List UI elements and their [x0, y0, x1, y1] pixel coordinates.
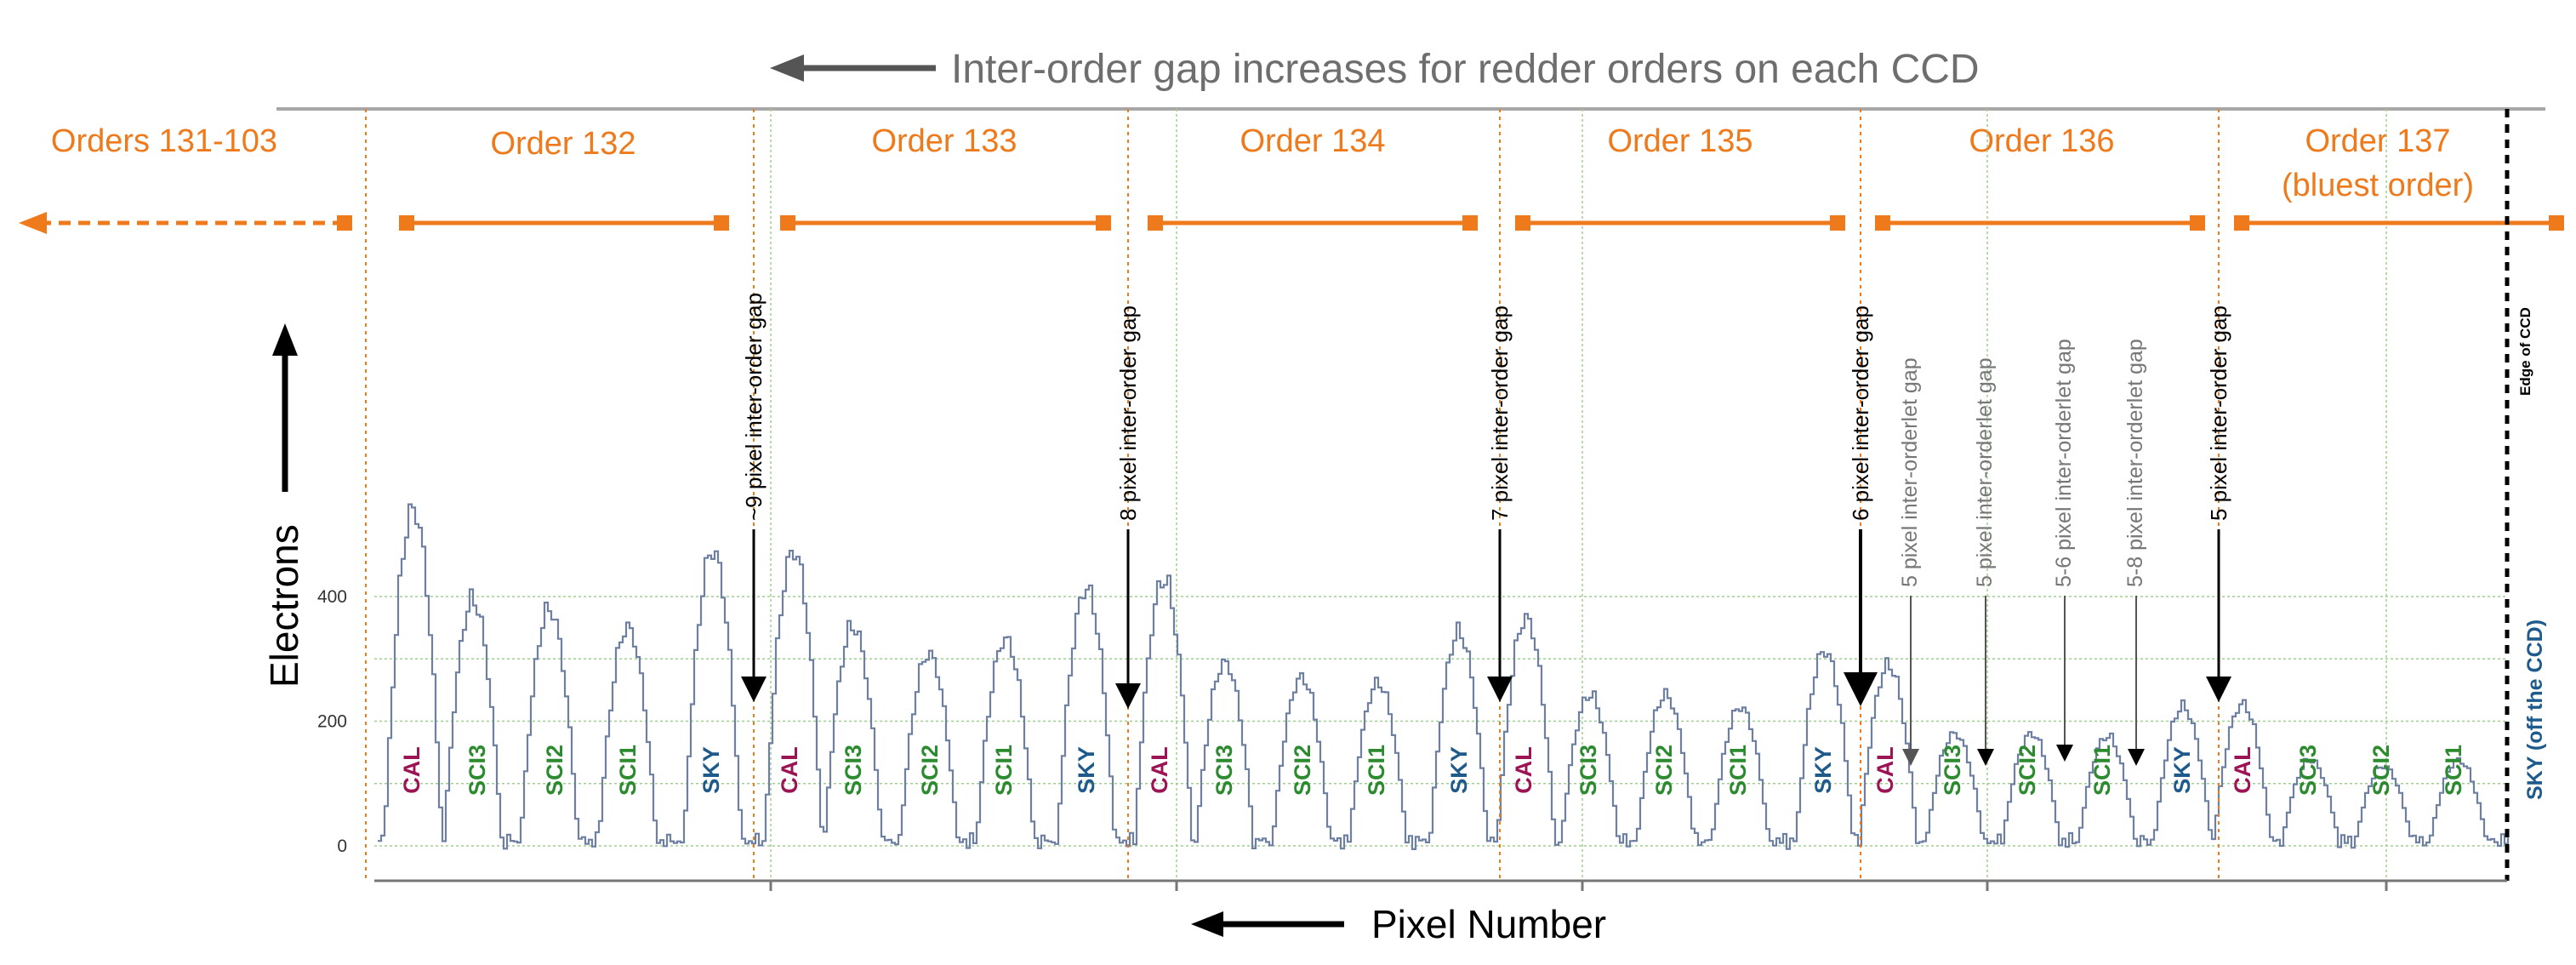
gap-label: ~9 pixel inter-order gap — [741, 293, 767, 521]
order-bar-134 — [1148, 215, 1478, 231]
y-axis-arrow-icon — [272, 323, 298, 492]
orderlet-gap-label: 5 pixel inter-orderlet gap — [1898, 357, 1922, 587]
vertical-gridlines — [770, 109, 2387, 881]
orderlet-gap-4: 5-8 pixel inter-orderlet gap — [2123, 339, 2147, 766]
order-boundaries — [365, 109, 2220, 881]
fiber-label-sci3: SCI3 — [2295, 745, 2321, 796]
orderlet-gap-2: 5 pixel inter-orderlet gap — [1973, 357, 1997, 766]
gap-134-135: 7 pixel inter-order gap — [1487, 305, 1513, 702]
gap-135-136: 6 pixel inter-order gap — [1844, 305, 1878, 706]
fiber-label-sci2: SCI2 — [1651, 745, 1677, 796]
order-bar-132 — [399, 215, 729, 231]
chart-title: Inter-order gap increases for redder ord… — [951, 47, 1980, 92]
gap-label: 6 pixel inter-order gap — [1848, 305, 1873, 521]
fiber-label-cal: CAL — [1147, 746, 1172, 794]
order-label-134: Order 134 — [1240, 123, 1385, 159]
order-label-137-sub: (bluest order) — [2282, 168, 2474, 203]
fiber-label-sci2: SCI2 — [542, 745, 567, 796]
fiber-label-sci1: SCI1 — [991, 745, 1017, 796]
x-axis-ticks — [769, 881, 2388, 891]
order-label-137: Order 137 — [2305, 123, 2450, 159]
fiber-label-sci1: SCI1 — [2441, 745, 2466, 796]
orderlet-gap-label: 5-8 pixel inter-orderlet gap — [2123, 339, 2147, 587]
fiber-label-sci3: SCI3 — [1940, 745, 1965, 796]
fiber-label-sci2: SCI2 — [917, 745, 943, 796]
fiber-label-sky: SKY — [698, 746, 724, 794]
order-label-135: Order 135 — [1607, 123, 1752, 159]
orderlet-gap-label: 5-6 pixel inter-orderlet gap — [2052, 339, 2076, 587]
gap-label: 7 pixel inter-order gap — [1487, 305, 1513, 521]
gap-annotations: ~9 pixel inter-order gap 8 pixel inter-o… — [741, 293, 2231, 766]
title-arrow-icon — [770, 54, 936, 82]
fiber-label-sky: SKY — [2169, 746, 2195, 794]
spectrum-trace — [378, 503, 2510, 850]
fiber-label-cal: CAL — [1872, 746, 1898, 794]
fiber-label-cal: CAL — [2230, 746, 2255, 794]
fiber-label-sci1: SCI1 — [2089, 745, 2115, 796]
order-label-133: Order 133 — [871, 123, 1017, 159]
fiber-label-sci2: SCI2 — [2015, 745, 2040, 796]
gap-133-134: 8 pixel inter-order gap — [1115, 305, 1141, 709]
y-tick-label: 400 — [317, 587, 347, 607]
sky-off-ccd-label: SKY (off the CCD) — [2523, 620, 2547, 800]
ccd-edge-label: Edge of CCD — [2517, 307, 2533, 396]
y-axis-label: Electrons — [262, 524, 306, 688]
fiber-label-sci1: SCI1 — [1364, 745, 1389, 796]
orderlet-gap-3: 5-6 pixel inter-orderlet gap — [2052, 339, 2076, 762]
horizontal-gridlines — [374, 596, 2507, 847]
fiber-label-sci1: SCI1 — [1725, 745, 1751, 796]
order-label-136: Order 136 — [1969, 123, 2114, 159]
fiber-label-sci2: SCI2 — [2368, 745, 2394, 796]
fiber-labels: CAL SCI3 SCI2 SCI1 SKY CAL SCI3 SCI2 SCI1 SKY CAL S… — [399, 745, 2466, 796]
fiber-label-cal: CAL — [1511, 746, 1536, 794]
order-label-131-103: Orders 131-103 — [51, 123, 277, 159]
order-extent-bars — [19, 212, 2564, 234]
x-axis-label: Pixel Number — [1371, 902, 1606, 946]
order-bar-133 — [780, 215, 1111, 231]
fiber-label-sci2: SCI2 — [1290, 745, 1315, 796]
y-axis-ticks: 0 200 400 — [317, 587, 347, 856]
fiber-label-sky: SKY — [1446, 746, 1472, 794]
fiber-label-sci3: SCI3 — [1576, 745, 1601, 796]
fiber-label-sci3: SCI3 — [1211, 745, 1237, 796]
order-bar-136 — [1875, 215, 2205, 231]
x-axis-arrow-icon — [1191, 911, 1344, 937]
fiber-label-cal: CAL — [399, 746, 425, 794]
orderlet-gap-1: 5 pixel inter-orderlet gap — [1898, 357, 1922, 766]
y-tick-label: 0 — [337, 837, 347, 856]
gap-label: 8 pixel inter-order gap — [1115, 305, 1141, 521]
gap-label: 5 pixel inter-order gap — [2206, 305, 2231, 521]
order-bar-135 — [1515, 215, 1845, 231]
orderlet-gap-label: 5 pixel inter-orderlet gap — [1973, 357, 1997, 587]
gap-136-137: 5 pixel inter-order gap — [2206, 305, 2231, 702]
fiber-label-cal: CAL — [777, 746, 802, 794]
order-bar-131-103 — [19, 212, 352, 234]
fiber-label-sky: SKY — [1810, 746, 1836, 794]
fiber-label-sci3: SCI3 — [841, 745, 866, 796]
order-bar-137 — [2234, 215, 2564, 231]
order-label-132: Order 132 — [490, 126, 635, 162]
y-tick-label: 200 — [317, 712, 347, 732]
fiber-label-sci1: SCI1 — [615, 745, 641, 796]
gap-132-133: ~9 pixel inter-order gap — [741, 293, 767, 702]
fiber-label-sci3: SCI3 — [464, 745, 490, 796]
fiber-label-sky: SKY — [1074, 746, 1099, 794]
